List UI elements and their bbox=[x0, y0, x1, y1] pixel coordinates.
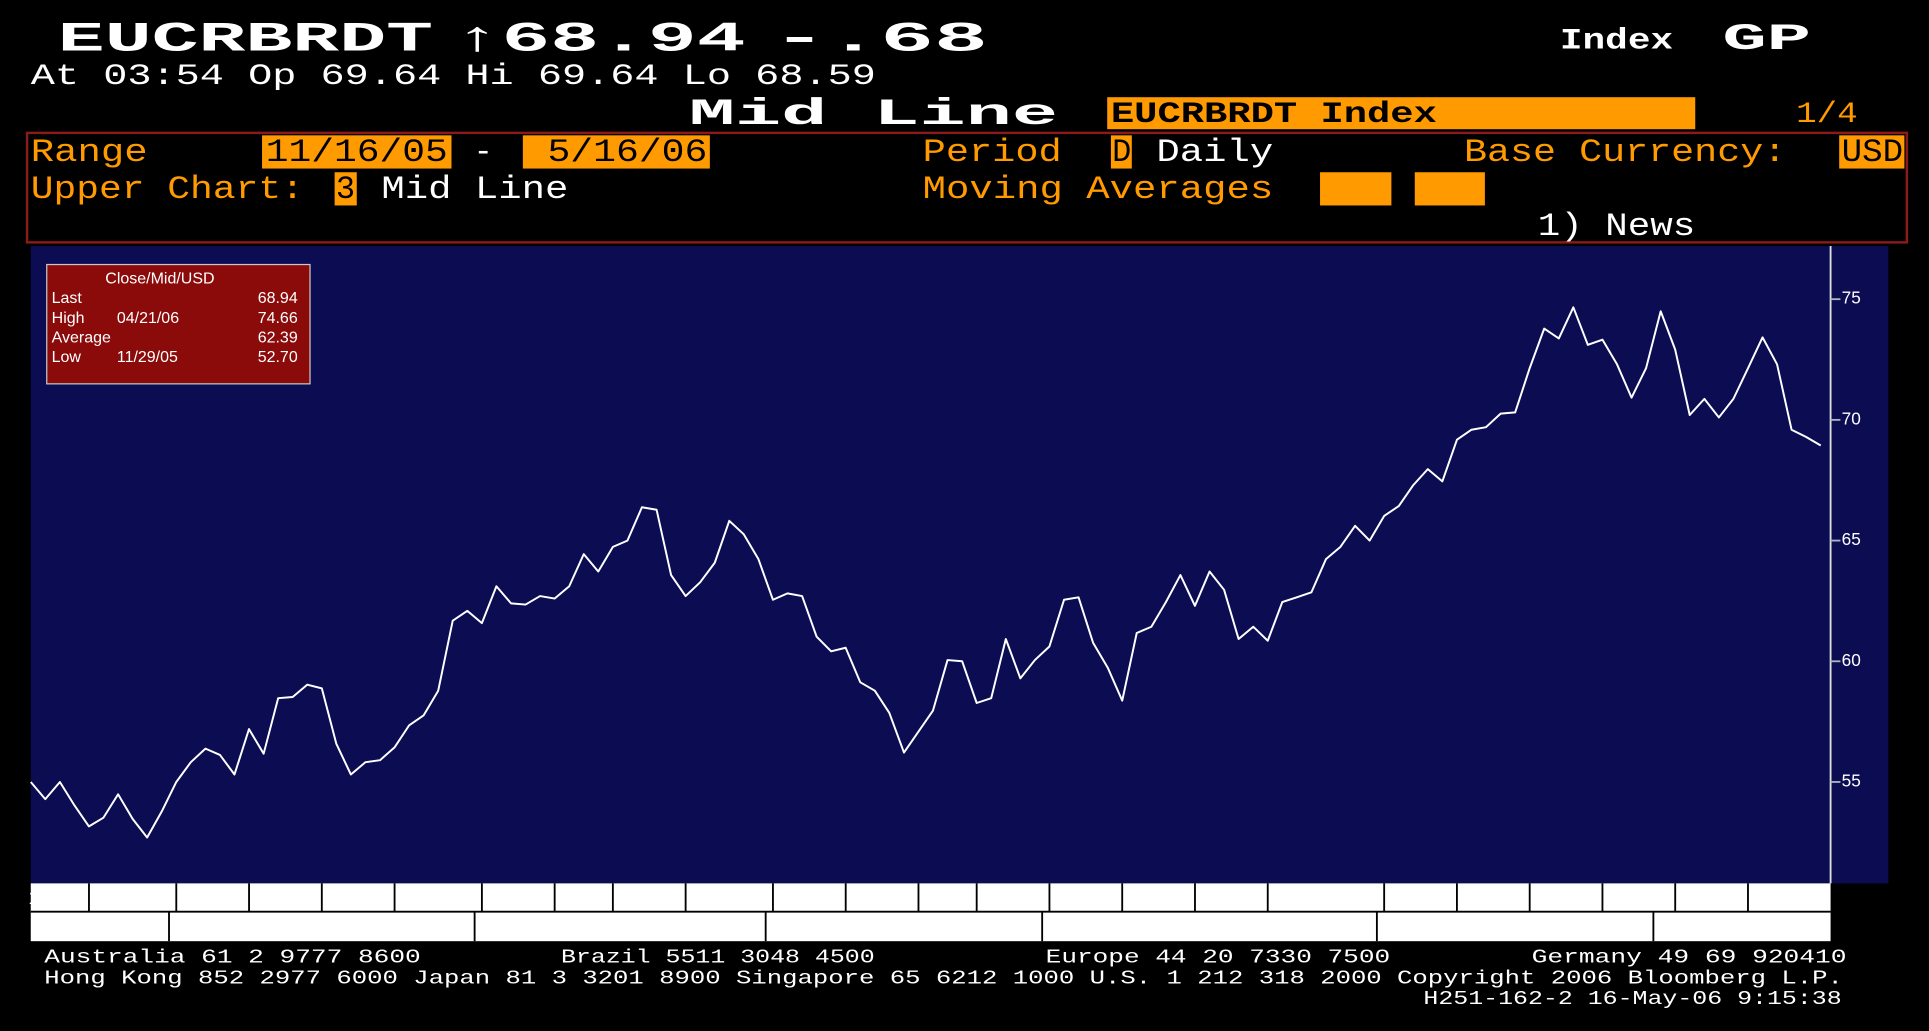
footer-text: Australia 61 2 9777 8600 bbox=[44, 946, 420, 968]
x-tick-label: 25 bbox=[1607, 887, 1628, 908]
x-tick-label: 22 bbox=[1273, 887, 1294, 908]
legend-date: 04/21/06 bbox=[117, 310, 179, 327]
period-label: Period bbox=[923, 134, 1062, 171]
legend-box bbox=[46, 263, 311, 385]
upper-chart: Mid Line bbox=[381, 171, 568, 208]
period-code[interactable]: D bbox=[1112, 134, 1131, 171]
legend-value: 68.94 bbox=[258, 290, 298, 307]
range-end-field[interactable] bbox=[522, 135, 710, 169]
legend-label: Last bbox=[52, 290, 83, 307]
legend-value: 52.70 bbox=[258, 349, 298, 366]
y-tick-label: 70 bbox=[1842, 408, 1861, 428]
currency[interactable]: USD bbox=[1842, 134, 1904, 171]
security-field[interactable] bbox=[1107, 97, 1696, 130]
y-tick-label: 75 bbox=[1842, 288, 1861, 308]
x-tick-label: 15 bbox=[1200, 887, 1221, 908]
x-tick-label: 15 bbox=[327, 887, 348, 908]
chart-name: Mid Line bbox=[689, 94, 1058, 136]
x-tick-label: 01 bbox=[778, 887, 799, 908]
x-tick-label: 03 bbox=[487, 887, 508, 908]
currency-field[interactable] bbox=[1839, 135, 1905, 169]
ma-field[interactable] bbox=[1320, 172, 1392, 206]
x-tick-label: 10 bbox=[1462, 887, 1483, 908]
page-number: 1/4 bbox=[1796, 97, 1858, 131]
price-line bbox=[30, 306, 1822, 839]
x-tick-label: 22 bbox=[399, 887, 420, 908]
range-start[interactable]: 11/16/05 bbox=[266, 134, 448, 171]
month-label: 2005 Nov bbox=[62, 916, 138, 936]
x-tick-label: 17 bbox=[618, 887, 639, 908]
month-label: 2006 Feb bbox=[867, 916, 941, 936]
month-label: 2006 Jan bbox=[584, 916, 657, 936]
period: Daily bbox=[1156, 134, 1273, 171]
x-tick-label: 10 bbox=[560, 887, 581, 908]
x-tick-label: 01 bbox=[181, 887, 202, 908]
legend-label: Low bbox=[52, 349, 82, 366]
range-separator: - bbox=[474, 134, 493, 171]
range-start-field[interactable] bbox=[262, 135, 452, 169]
x-tick-label: 22 bbox=[982, 887, 1003, 908]
chart: 55 60 65 70 75 15 22 01 08 15 22 03 10 17 24 01 08 15 22 01… bbox=[22, 288, 1861, 942]
legend-value: 62.39 bbox=[258, 330, 298, 347]
news-link[interactable]: 1) News bbox=[1538, 208, 1695, 245]
footer-text: Europe 44 20 7330 7500 bbox=[1046, 946, 1390, 968]
x-tick-label: 24 bbox=[691, 887, 712, 908]
asset-class: Index bbox=[1560, 23, 1673, 57]
change: -.68 bbox=[773, 15, 988, 63]
footer: Australia 61 2 9777 8600 Brazil 5511 3048… bbox=[44, 946, 1846, 1010]
legend-value: 74.66 bbox=[258, 310, 298, 327]
function-code: GP bbox=[1722, 19, 1811, 61]
x-tick-label: 18 bbox=[1535, 887, 1556, 908]
legend-date: 11/29/05 bbox=[117, 349, 178, 366]
month-label: 2006 Apr bbox=[1479, 916, 1551, 936]
legend-label: High bbox=[52, 310, 85, 327]
x-tick-label: 08 bbox=[851, 887, 872, 908]
footer-text: Brazil 5511 3048 4500 bbox=[561, 946, 875, 968]
x-tick-label: 15 bbox=[923, 887, 944, 908]
legend-label: Average bbox=[52, 330, 111, 347]
legend-title: Close/Mid/USD bbox=[105, 270, 214, 287]
upper-chart-code[interactable]: 3 bbox=[336, 171, 355, 208]
range-end[interactable]: 5/16/06 bbox=[547, 134, 707, 171]
period-code-field[interactable] bbox=[1110, 135, 1132, 169]
footer-text: Germany 49 69 920410 bbox=[1532, 946, 1847, 968]
currency-label: Base Currency: bbox=[1464, 134, 1786, 171]
y-tick-label: 65 bbox=[1842, 529, 1861, 549]
month-label: 2005 Dec bbox=[284, 916, 359, 936]
ma-field[interactable] bbox=[1414, 172, 1485, 206]
x-tick-label: 08 bbox=[1127, 887, 1148, 908]
legend: Close/Mid/USD Last 68.94 High 04/21/06 74.66… bbox=[46, 263, 311, 385]
upper-chart-field[interactable] bbox=[334, 172, 357, 206]
ticker: EUCRBRDT bbox=[58, 15, 433, 63]
x-tick-label: 15 bbox=[28, 887, 49, 908]
upper-chart-label: Upper Chart: bbox=[31, 171, 304, 208]
quote-line: At 03:54 Op 69.64 Hi 69.64 Lo 68.59 bbox=[31, 59, 876, 93]
ma-label: Moving Averages bbox=[923, 171, 1274, 208]
x-tick-label: 08 bbox=[254, 887, 275, 908]
footer-text: Hong Kong 852 2977 6000 Japan 81 3 3201 … bbox=[44, 967, 1843, 989]
month-label: 2006 Mar bbox=[1173, 916, 1247, 936]
security[interactable]: EUCRBRDT Index bbox=[1111, 97, 1437, 131]
month-label: 2006 May bbox=[1702, 916, 1779, 936]
x-tick-label: 22 bbox=[94, 887, 115, 908]
x-tick-label: 01 bbox=[1054, 887, 1075, 908]
range-label: Range bbox=[31, 134, 148, 171]
footer-text: H251-162-2 16-May-06 9:15:38 bbox=[1423, 988, 1841, 1010]
x-tick-label: 03 bbox=[1389, 887, 1410, 908]
x-tick-label: 02 bbox=[1680, 887, 1701, 908]
y-tick-label: 60 bbox=[1842, 650, 1861, 670]
y-tick-label: 55 bbox=[1842, 771, 1861, 791]
settings-panel bbox=[25, 131, 1909, 244]
x-tick-label: 09 bbox=[1753, 887, 1774, 908]
price: ↑68.94 bbox=[453, 15, 746, 63]
plot-area bbox=[30, 246, 1889, 884]
